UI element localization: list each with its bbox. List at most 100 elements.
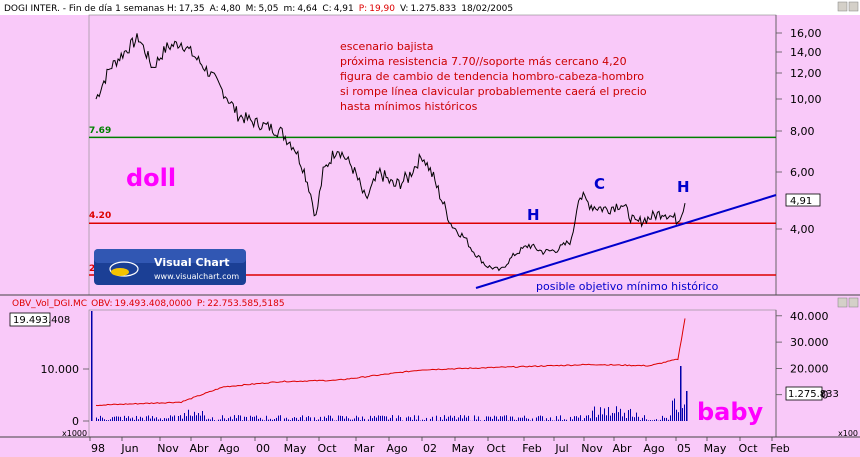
volume-bar bbox=[516, 420, 517, 421]
volume-bar bbox=[592, 410, 593, 421]
volume-bar bbox=[480, 420, 481, 421]
volume-bar bbox=[414, 415, 415, 421]
volume-bar bbox=[546, 418, 547, 421]
price-series-line bbox=[95, 33, 686, 272]
volume-bar bbox=[214, 420, 215, 421]
volume-bar bbox=[192, 416, 193, 421]
volume-bar bbox=[116, 416, 117, 421]
volume-bar bbox=[548, 420, 549, 421]
volume-bar bbox=[104, 419, 105, 421]
obv-close-button[interactable] bbox=[848, 297, 859, 308]
volume-bar bbox=[344, 418, 345, 421]
resistance-level-label: 7.69 bbox=[89, 126, 111, 136]
annotation-line-1: escenario bajista bbox=[340, 40, 433, 53]
volume-bar bbox=[256, 415, 257, 421]
volume-bar bbox=[294, 417, 295, 421]
volume-bar bbox=[478, 416, 479, 421]
volume-bar bbox=[598, 414, 599, 421]
volume-bar bbox=[264, 420, 265, 421]
volume-bar bbox=[602, 414, 603, 421]
volume-bar bbox=[108, 420, 109, 421]
volume-bar bbox=[458, 417, 459, 421]
price-tick-label: 16,00 bbox=[790, 27, 822, 40]
volume-bar bbox=[110, 419, 111, 421]
volume-bar bbox=[196, 415, 197, 421]
close-button[interactable] bbox=[848, 1, 859, 12]
volume-bar bbox=[242, 420, 243, 421]
volume-bar bbox=[304, 420, 305, 421]
volume-bar bbox=[618, 412, 619, 421]
volume-bar bbox=[188, 409, 189, 421]
volume-bar bbox=[234, 415, 235, 421]
price-tick-label: 14,00 bbox=[790, 46, 822, 59]
volume-bar bbox=[236, 418, 237, 421]
volume-bar bbox=[102, 417, 103, 421]
volume-bar bbox=[136, 415, 137, 421]
time-tick-label: Oct bbox=[317, 442, 337, 455]
volume-bar bbox=[686, 391, 688, 421]
volume-bar bbox=[410, 417, 411, 421]
volume-bar bbox=[412, 419, 413, 421]
volume-bar bbox=[682, 408, 683, 421]
time-tick-label: 05 bbox=[677, 442, 691, 455]
volume-bar bbox=[328, 415, 329, 421]
volume-bar bbox=[156, 417, 157, 421]
volume-bar bbox=[124, 415, 125, 421]
volume-bar bbox=[322, 420, 323, 421]
time-tick-label: 02 bbox=[423, 442, 437, 455]
volume-bar bbox=[666, 417, 667, 421]
volume-bar bbox=[396, 418, 397, 421]
price-header: DOGI INTER. - Fin de día 1 semanas H: 17,… bbox=[4, 4, 513, 14]
volume-bar bbox=[436, 415, 437, 421]
volume-bar bbox=[316, 420, 317, 421]
volume-bar bbox=[306, 417, 307, 421]
volume-bar bbox=[230, 416, 231, 421]
volume-bar bbox=[338, 415, 339, 421]
volume-bar bbox=[400, 417, 401, 421]
volume-bar bbox=[146, 416, 147, 421]
volume-bar bbox=[250, 415, 251, 421]
volume-bar bbox=[486, 416, 487, 421]
obv-minimize-button[interactable] bbox=[837, 297, 848, 308]
volume-bar bbox=[638, 416, 639, 421]
volume-bar bbox=[98, 418, 99, 421]
time-tick-label: Oct bbox=[486, 442, 506, 455]
volume-bar bbox=[610, 415, 611, 421]
volume-bar bbox=[674, 398, 675, 421]
volume-bar bbox=[266, 415, 267, 421]
volume-bar bbox=[464, 415, 465, 421]
volume-bar bbox=[382, 415, 383, 421]
volume-bar bbox=[244, 416, 245, 421]
volume-bar bbox=[466, 417, 467, 421]
last-price-badge bbox=[785, 193, 821, 207]
volume-bar bbox=[648, 420, 649, 421]
volume-bar bbox=[390, 417, 391, 421]
volume-bar bbox=[552, 420, 553, 421]
volume-bar bbox=[354, 418, 355, 421]
low-level-label: 2 bbox=[89, 264, 95, 274]
minimize-button[interactable] bbox=[837, 1, 848, 12]
volume-bar bbox=[654, 419, 655, 421]
obv-left-tick-label: 0 bbox=[72, 415, 79, 428]
volume-bar bbox=[536, 417, 537, 421]
volume-bar bbox=[678, 412, 679, 421]
volume-bar bbox=[374, 416, 375, 421]
price-tick-label: 8,00 bbox=[790, 125, 815, 138]
obv-left-tick-label: 10.000 bbox=[41, 363, 80, 376]
volume-bar bbox=[600, 407, 601, 421]
price-tick-label: 10,00 bbox=[790, 93, 822, 106]
volume-bar bbox=[484, 419, 485, 421]
volume-bar bbox=[288, 419, 289, 421]
volume-bar bbox=[604, 408, 605, 421]
volume-bar bbox=[588, 415, 589, 421]
volume-bar bbox=[416, 419, 417, 421]
volume-bar bbox=[152, 416, 153, 421]
volume-bar bbox=[91, 311, 93, 421]
time-tick-label: Ago bbox=[218, 442, 240, 455]
volume-bar bbox=[652, 420, 653, 421]
volume-bar bbox=[296, 417, 297, 421]
volume-bar bbox=[450, 415, 451, 421]
volume-bar bbox=[646, 419, 647, 421]
volume-bar bbox=[168, 418, 169, 421]
